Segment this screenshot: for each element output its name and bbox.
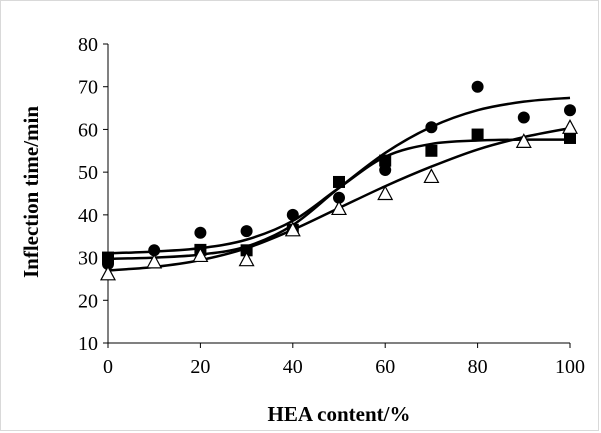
data-point-square bbox=[425, 144, 438, 157]
y-tick-label: 50 bbox=[78, 162, 98, 184]
y-axis-label: Inflection time/min bbox=[19, 106, 43, 278]
data-point-circle bbox=[286, 208, 299, 221]
data-point-triangle bbox=[561, 119, 579, 134]
data-point-triangle bbox=[146, 253, 163, 269]
data-point-triangle bbox=[423, 168, 440, 184]
tick-labels: 10 20 30 40 50 60 70 80 0 20 40 60 80 100 bbox=[78, 34, 585, 378]
data-point-square bbox=[379, 154, 392, 167]
x-tick-label: 40 bbox=[283, 356, 303, 378]
data-point-circle bbox=[471, 80, 484, 93]
data-point-circle bbox=[517, 111, 530, 124]
x-tick-label: 60 bbox=[375, 356, 395, 378]
data-point-circle bbox=[379, 164, 392, 177]
x-tick-label: 80 bbox=[468, 356, 488, 378]
data-point-circle bbox=[240, 225, 253, 238]
data-point-triangle bbox=[330, 200, 348, 216]
x-tick-label: 100 bbox=[555, 356, 585, 378]
data-point-square bbox=[102, 251, 114, 264]
y-tick-label: 20 bbox=[78, 290, 98, 312]
y-tick-label: 60 bbox=[78, 119, 98, 141]
data-point-circle bbox=[148, 244, 161, 257]
axes bbox=[103, 43, 571, 348]
data-point-triangle bbox=[99, 265, 117, 281]
data-point-square bbox=[333, 175, 345, 188]
data-point-triangle bbox=[238, 251, 255, 267]
data-point-square bbox=[471, 128, 484, 141]
x-tick-label: 20 bbox=[190, 356, 210, 378]
x-tick-label: 0 bbox=[103, 356, 113, 378]
data-point-circle bbox=[194, 226, 207, 239]
data-point-square bbox=[240, 244, 253, 257]
y-tick-label: 80 bbox=[78, 34, 98, 56]
y-tick-label: 40 bbox=[78, 205, 98, 227]
y-tick-label: 30 bbox=[78, 248, 98, 270]
data-point-circle bbox=[425, 121, 438, 134]
data-points bbox=[99, 80, 579, 281]
data-point-circle bbox=[333, 191, 345, 204]
y-tick-label: 10 bbox=[78, 333, 98, 355]
data-point-triangle bbox=[377, 185, 394, 201]
data-point-triangle bbox=[284, 221, 301, 237]
x-axis-label: HEA content/% bbox=[268, 402, 411, 426]
data-point-square bbox=[564, 131, 576, 144]
data-point-triangle bbox=[515, 133, 532, 148]
data-point-circle bbox=[564, 104, 576, 117]
data-point-triangle bbox=[192, 247, 209, 263]
y-tick-label: 70 bbox=[78, 77, 98, 99]
